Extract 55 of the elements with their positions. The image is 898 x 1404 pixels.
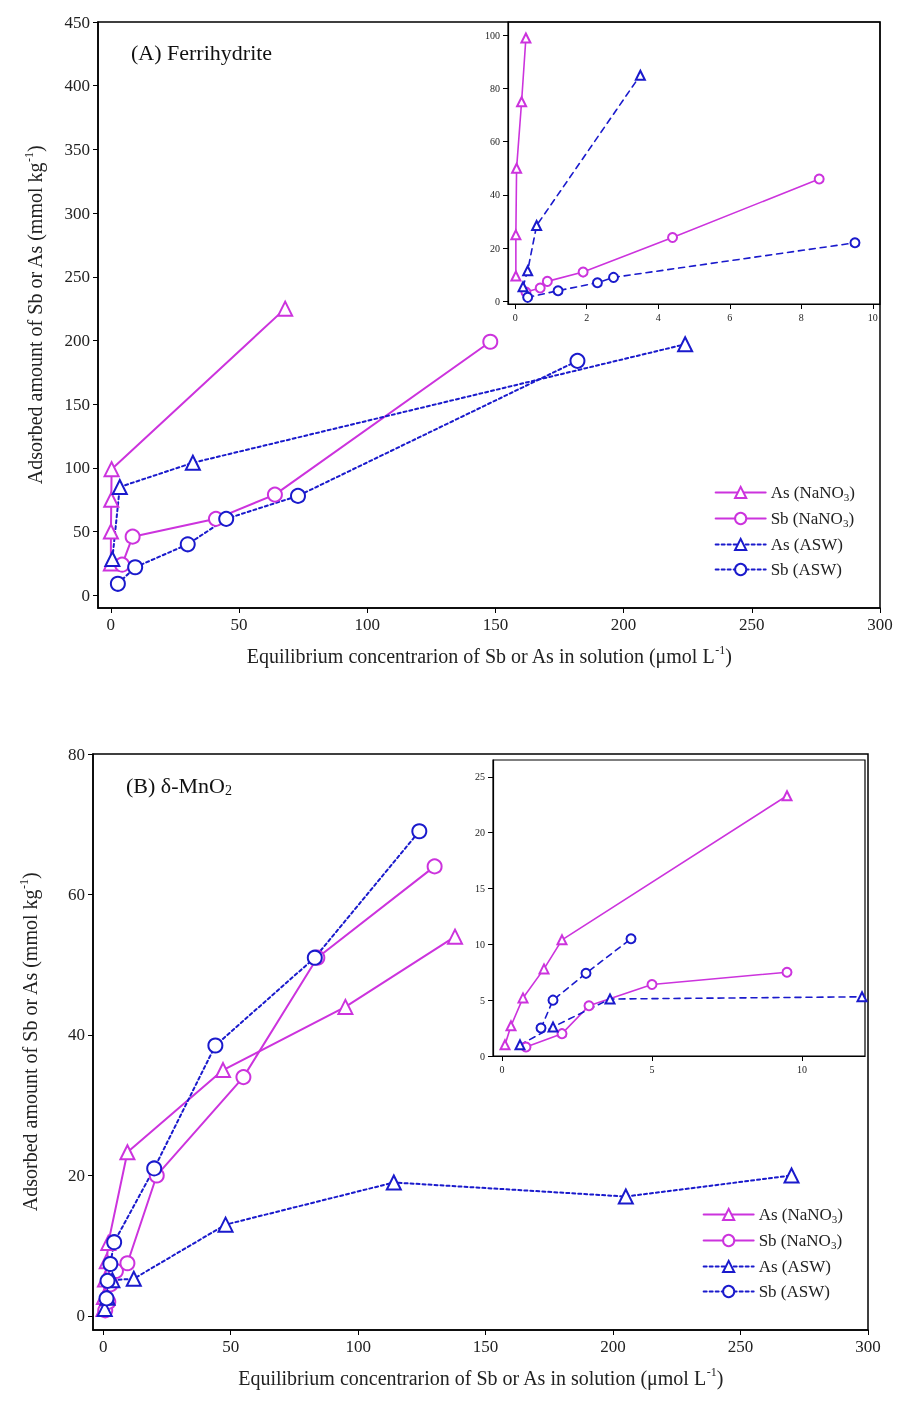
y-tick-label: 300 xyxy=(64,203,90,223)
y-tick-label: 0 xyxy=(81,585,90,605)
x-tick-label: 6 xyxy=(727,311,733,323)
x-tick-label: 250 xyxy=(727,1337,754,1356)
y-tick-label: 10 xyxy=(475,938,485,950)
y-tick-label: 100 xyxy=(485,29,500,41)
y-tick-label: 250 xyxy=(64,267,90,287)
y-tick-label: 80 xyxy=(490,83,500,95)
x-tick-label: 8 xyxy=(798,311,804,323)
y-axis-title: Adsorbed amount of Sb or As (mmol kg-1) xyxy=(17,872,42,1212)
y-tick-label: 5 xyxy=(480,994,485,1006)
y-tick-label: 15 xyxy=(475,882,485,894)
x-tick-label: 250 xyxy=(739,615,765,634)
x-tick-label: 10 xyxy=(867,311,878,323)
y-tick-label: 50 xyxy=(73,522,90,542)
y-tick-label: 60 xyxy=(490,136,500,148)
x-tick-label: 100 xyxy=(354,615,380,634)
legend-label: As (ASW) xyxy=(770,535,843,554)
x-tick-label: 100 xyxy=(345,1337,371,1356)
legend-label: Sb (ASW) xyxy=(758,1282,830,1301)
y-tick-label: 20 xyxy=(68,1165,85,1185)
y-tick-label: 100 xyxy=(64,458,90,478)
y-tick-label: 0 xyxy=(76,1306,85,1326)
y-tick-label: 0 xyxy=(495,295,500,307)
y-tick-label: 40 xyxy=(490,189,500,201)
y-tick-label: 25 xyxy=(475,771,485,783)
y-tick-label: 400 xyxy=(64,76,90,96)
x-tick-label: 4 xyxy=(655,311,661,323)
text: (A) Ferrihydrite xyxy=(131,39,273,65)
legend-label: Sb (ASW) xyxy=(770,560,842,579)
x-tick-label: 300 xyxy=(867,615,893,634)
y-tick-label: 0 xyxy=(480,1050,485,1062)
y-tick-label: 350 xyxy=(64,139,90,159)
y-tick-label: 450 xyxy=(64,12,90,32)
y-tick-label: 200 xyxy=(64,330,90,350)
y-tick-label: 20 xyxy=(475,827,485,839)
x-tick-label: 10 xyxy=(797,1063,807,1075)
legend-label: As (ASW) xyxy=(758,1257,831,1276)
x-tick-label: 2 xyxy=(584,311,590,323)
y-tick-label: 40 xyxy=(68,1025,85,1045)
x-tick-label: 200 xyxy=(610,615,637,634)
y-tick-label: 20 xyxy=(490,242,500,254)
x-tick-label: 50 xyxy=(230,615,248,634)
text: (B) δ-MnO2 xyxy=(126,772,232,798)
x-tick-label: 0 xyxy=(98,1337,108,1356)
x-tick-label: 50 xyxy=(222,1337,240,1356)
y-tick-label: 80 xyxy=(68,744,85,764)
y-axis-title: Adsorbed amount of Sb or As (mmol kg-1) xyxy=(22,145,47,485)
y-tick-label: 150 xyxy=(64,394,90,414)
x-tick-label: 0 xyxy=(512,311,518,323)
x-tick-label: 0 xyxy=(106,615,116,634)
x-tick-label: 300 xyxy=(855,1337,881,1356)
x-tick-label: 5 xyxy=(649,1063,655,1075)
x-tick-label: 200 xyxy=(600,1337,626,1356)
y-tick-label: 60 xyxy=(68,884,85,904)
